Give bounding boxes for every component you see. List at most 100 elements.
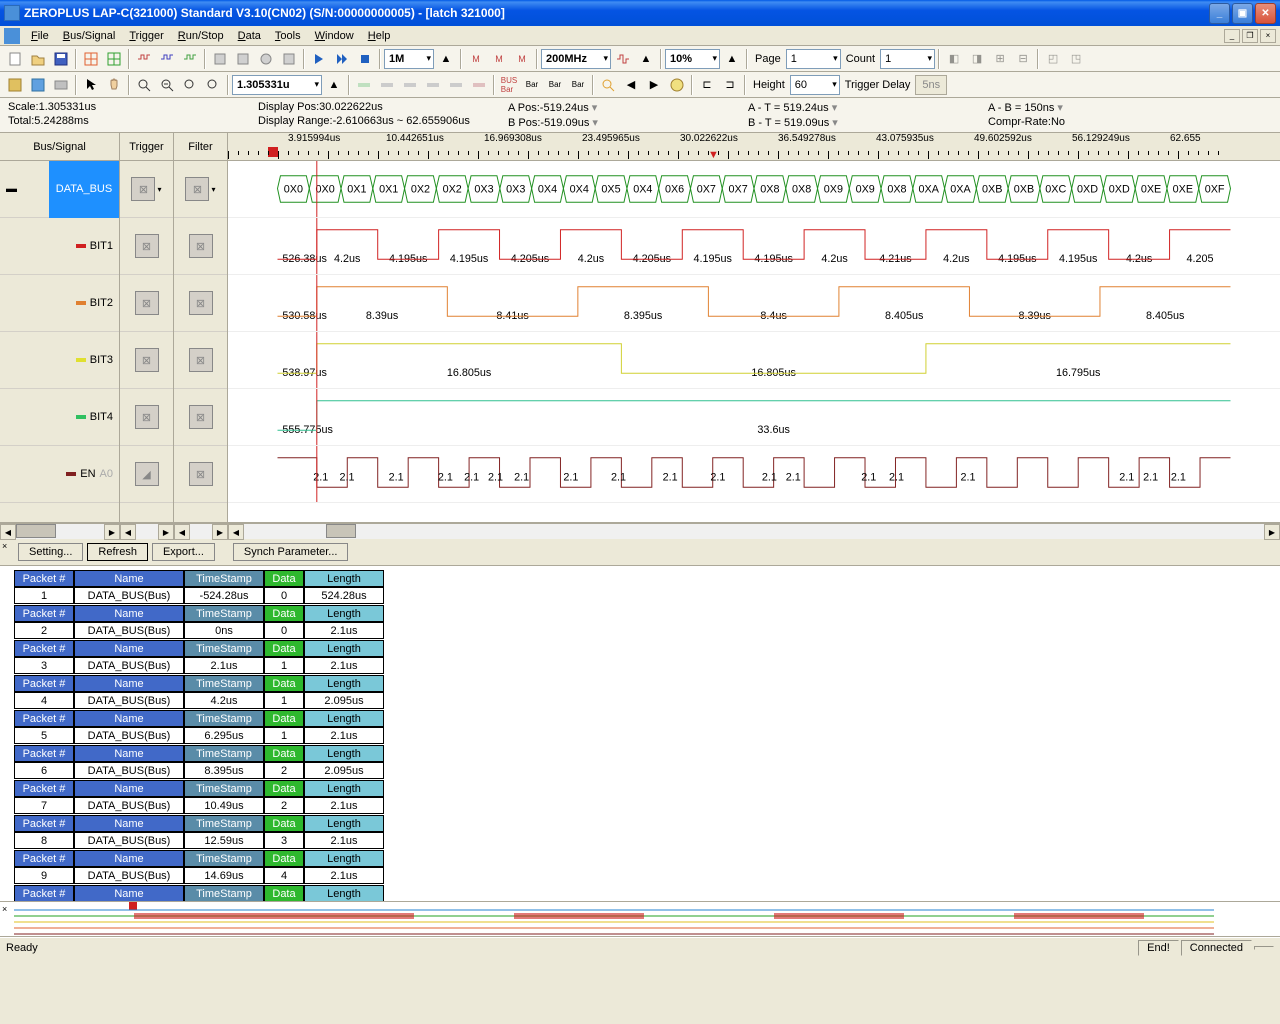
t2b-icon[interactable]	[27, 74, 49, 96]
count-combo[interactable]: 1	[880, 49, 935, 69]
cfg2-icon[interactable]	[232, 48, 254, 70]
x3-icon[interactable]: ⊞	[989, 48, 1011, 70]
packet-6[interactable]: Packet # Name TimeStamp Data Length 6 DA…	[14, 745, 1266, 779]
wave-area[interactable]: ▼3.915994us10.442651us16.969308us23.4959…	[228, 133, 1280, 522]
refresh-button[interactable]: Refresh	[87, 543, 148, 561]
wave1-icon[interactable]	[133, 48, 155, 70]
trig-EN[interactable]: ◢	[120, 446, 173, 503]
packet-2[interactable]: Packet # Name TimeStamp Data Length 2 DA…	[14, 605, 1266, 639]
zoom3-icon[interactable]	[179, 74, 201, 96]
packet-9[interactable]: Packet # Name TimeStamp Data Length 9 DA…	[14, 850, 1266, 884]
sig-row-DATA_BUS[interactable]: ▬DATA_BUS	[0, 161, 119, 218]
menu-tools[interactable]: Tools	[268, 28, 308, 44]
menu-bus/signal[interactable]: Bus/Signal	[56, 28, 123, 44]
filt-BIT2[interactable]: ⊠	[174, 275, 227, 332]
packet-3[interactable]: Packet # Name TimeStamp Data Length 3 DA…	[14, 640, 1266, 674]
t2c-icon[interactable]	[50, 74, 72, 96]
maximize-button[interactable]: ▣	[1232, 3, 1253, 24]
sig-row-BIT2[interactable]: BIT2	[0, 275, 119, 332]
prev-icon[interactable]: ◀	[620, 74, 642, 96]
freq-combo[interactable]: 200MHz	[541, 49, 611, 69]
depth-combo[interactable]: 1M	[384, 49, 434, 69]
overview-close-icon[interactable]: ×	[2, 904, 12, 914]
zoom4-icon[interactable]	[202, 74, 224, 96]
sig-row-BIT4[interactable]: BIT4	[0, 389, 119, 446]
menu-run/stop[interactable]: Run/Stop	[171, 28, 231, 44]
bar1-icon[interactable]: BUSBar	[498, 74, 520, 96]
export-button[interactable]: Export...	[152, 543, 215, 561]
packet-list[interactable]: Packet # Name TimeStamp Data Length 1 DA…	[0, 566, 1280, 901]
next-icon[interactable]: ▶	[643, 74, 665, 96]
overview-strip[interactable]: ×	[0, 901, 1280, 937]
scale-combo[interactable]: 1.305331u	[232, 75, 322, 95]
packet-5[interactable]: Packet # Name TimeStamp Data Length 5 DA…	[14, 710, 1266, 744]
filt-DATA_BUS[interactable]: ⊠▾	[174, 161, 227, 218]
t2a-icon[interactable]	[4, 74, 26, 96]
m3-icon[interactable]: M	[511, 48, 533, 70]
play-icon[interactable]	[308, 48, 330, 70]
packet-1[interactable]: Packet # Name TimeStamp Data Length 1 DA…	[14, 570, 1266, 604]
hand-icon[interactable]	[103, 74, 125, 96]
filt-BIT3[interactable]: ⊠	[174, 332, 227, 389]
s2-icon[interactable]: ⊐	[719, 74, 741, 96]
x6-icon[interactable]: ◳	[1065, 48, 1087, 70]
n1-icon[interactable]	[353, 74, 375, 96]
x5-icon[interactable]: ◰	[1042, 48, 1064, 70]
filt-EN[interactable]: ⊠	[174, 446, 227, 503]
synch-button[interactable]: Synch Parameter...	[233, 543, 349, 561]
mdi-close[interactable]: ×	[1260, 29, 1276, 43]
bar4-icon[interactable]: Bar	[567, 74, 589, 96]
close-button[interactable]: ✕	[1255, 3, 1276, 24]
trig-BIT4[interactable]: ⊠	[120, 389, 173, 446]
filt-BIT1[interactable]: ⊠	[174, 218, 227, 275]
cfg1-icon[interactable]	[209, 48, 231, 70]
n6-icon[interactable]	[468, 74, 490, 96]
menu-file[interactable]: File	[24, 28, 56, 44]
stop-icon[interactable]	[354, 48, 376, 70]
menu-help[interactable]: Help	[361, 28, 398, 44]
trig-DATA_BUS[interactable]: ⊠▾	[120, 161, 173, 218]
trig-BIT2[interactable]: ⊠	[120, 275, 173, 332]
bar2-icon[interactable]: Bar	[521, 74, 543, 96]
n3-icon[interactable]	[399, 74, 421, 96]
menu-window[interactable]: Window	[308, 28, 361, 44]
zoom1-icon[interactable]	[133, 74, 155, 96]
sig-row-EN[interactable]: ENA0	[0, 446, 119, 503]
m1-icon[interactable]: M	[465, 48, 487, 70]
zoom-combo[interactable]: 10%	[665, 49, 720, 69]
trig-BIT3[interactable]: ⊠	[120, 332, 173, 389]
bar3-icon[interactable]: Bar	[544, 74, 566, 96]
depth-inc-icon[interactable]: ▲	[435, 48, 457, 70]
sig-row-BIT1[interactable]: BIT1	[0, 218, 119, 275]
clock-icon[interactable]	[666, 74, 688, 96]
cfg3-icon[interactable]	[255, 48, 277, 70]
x2-icon[interactable]: ◨	[966, 48, 988, 70]
wave2-icon[interactable]	[156, 48, 178, 70]
grid1-icon[interactable]	[80, 48, 102, 70]
open-icon[interactable]	[27, 48, 49, 70]
packet-4[interactable]: Packet # Name TimeStamp Data Length 4 DA…	[14, 675, 1266, 709]
cfg4-icon[interactable]	[278, 48, 300, 70]
n4-icon[interactable]	[422, 74, 444, 96]
n2-icon[interactable]	[376, 74, 398, 96]
s1-icon[interactable]: ⊏	[696, 74, 718, 96]
menu-data[interactable]: Data	[231, 28, 268, 44]
setting-button[interactable]: Setting...	[18, 543, 83, 561]
freq-wave-icon[interactable]	[612, 48, 634, 70]
sig-row-BIT3[interactable]: BIT3	[0, 332, 119, 389]
packet-7[interactable]: Packet # Name TimeStamp Data Length 7 DA…	[14, 780, 1266, 814]
mdi-restore[interactable]: ❐	[1242, 29, 1258, 43]
scale-inc-icon[interactable]: ▲	[323, 74, 345, 96]
packet-8[interactable]: Packet # Name TimeStamp Data Length 8 DA…	[14, 815, 1266, 849]
minimize-button[interactable]: _	[1209, 3, 1230, 24]
m2-icon[interactable]: M	[488, 48, 510, 70]
page-combo[interactable]: 1	[786, 49, 841, 69]
freq-inc-icon[interactable]: ▲	[635, 48, 657, 70]
wave-hscroll[interactable]: ◀▶	[228, 523, 1280, 539]
n5-icon[interactable]	[445, 74, 467, 96]
wave3-icon[interactable]	[179, 48, 201, 70]
find-icon[interactable]	[597, 74, 619, 96]
new-icon[interactable]	[4, 48, 26, 70]
save-icon[interactable]	[50, 48, 72, 70]
x4-icon[interactable]: ⊟	[1012, 48, 1034, 70]
